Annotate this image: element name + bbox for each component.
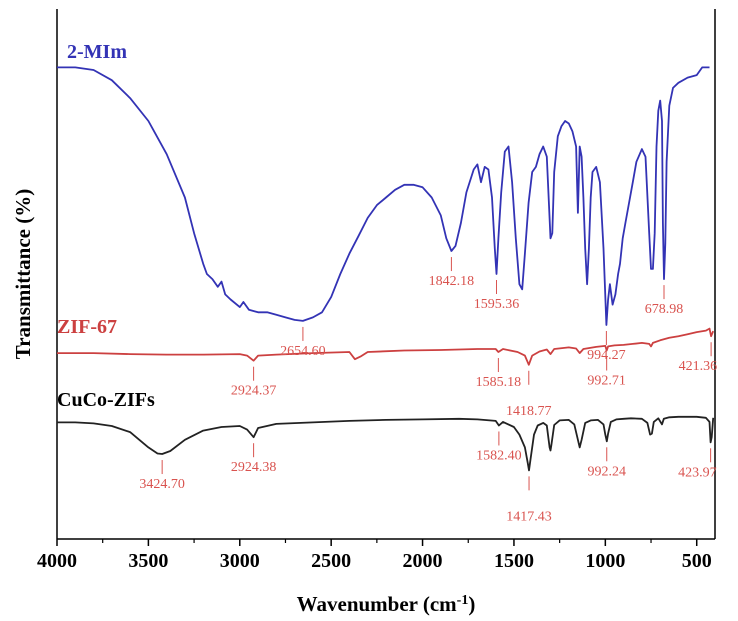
peak-annotations: 2654.60 1842.18 1595.36 994.27 678.98 2924.37… bbox=[139, 257, 717, 524]
series-labels: 2-MIm ZIF-67 CuCo-ZIFs bbox=[57, 41, 155, 411]
x-axis-title: Wavenumber (cm-1) bbox=[297, 592, 476, 616]
x-tick-label: 2500 bbox=[311, 550, 351, 572]
series-line-zif-67 bbox=[57, 327, 715, 366]
y-axis-title: Transmittance (%) bbox=[11, 189, 35, 360]
peak-label: 2654.60 bbox=[280, 344, 326, 359]
series-label: ZIF-67 bbox=[57, 316, 117, 338]
x-tick-label: 500 bbox=[682, 550, 712, 572]
x-tick-label: 3500 bbox=[128, 550, 168, 572]
x-tick-label: 1000 bbox=[585, 550, 625, 572]
series-line-2-mim bbox=[57, 66, 710, 326]
x-tick-label: 2000 bbox=[403, 550, 443, 572]
axes: 4000 3500 3000 2500 2000 1500 1000 500 bbox=[37, 9, 716, 572]
peak-label: 2924.38 bbox=[231, 460, 277, 475]
series-label: CuCo-ZIFs bbox=[57, 389, 155, 411]
peak-label: 2924.37 bbox=[231, 384, 277, 399]
peak-label: 421.36 bbox=[679, 359, 718, 374]
peak-label: 1595.36 bbox=[474, 297, 520, 312]
x-tick-label: 3000 bbox=[220, 550, 260, 572]
peak-label: 1585.18 bbox=[476, 375, 522, 390]
peak-label: 3424.70 bbox=[139, 477, 185, 492]
peak-label: 678.98 bbox=[645, 302, 684, 317]
peak-label: 994.27 bbox=[587, 348, 626, 363]
series-group bbox=[57, 66, 715, 472]
peak-label: 1842.18 bbox=[429, 274, 475, 289]
peak-label: 1418.77 bbox=[506, 404, 552, 419]
peak-label: 992.71 bbox=[587, 374, 626, 389]
peak-label: 1417.43 bbox=[506, 509, 552, 524]
x-tick-label: 4000 bbox=[37, 550, 77, 572]
series-line-cuco-zifs bbox=[57, 415, 715, 472]
peak-label: 423.97 bbox=[678, 465, 717, 480]
series-label: 2-MIm bbox=[67, 41, 127, 63]
peak-label: 992.24 bbox=[588, 464, 627, 479]
x-tick-label: 1500 bbox=[494, 550, 534, 572]
peak-label: 1582.40 bbox=[476, 448, 522, 463]
